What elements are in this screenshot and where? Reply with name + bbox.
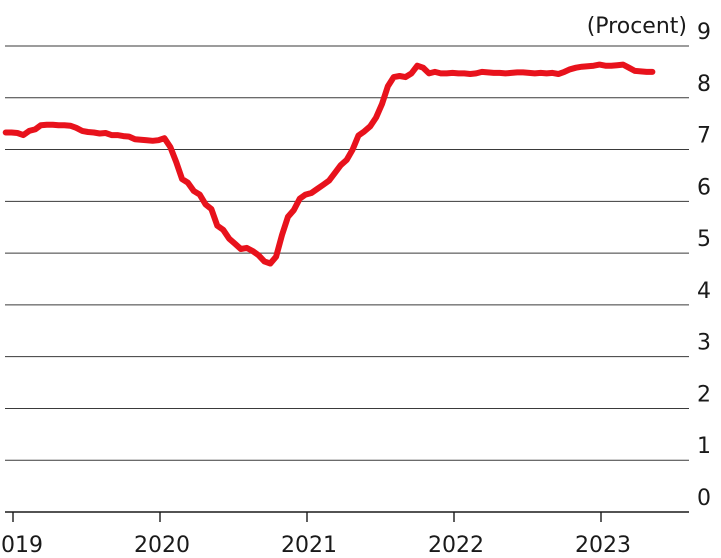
y-tick-label: 5 [697,227,711,252]
y-tick-label: 8 [697,72,711,97]
x-tick-label: 2022 [428,533,484,558]
x-tick-label: 2020 [134,533,190,558]
series-layer [2,61,656,267]
x-tick-label: 2021 [281,533,337,558]
y-tick-label: 0 [697,486,711,511]
y-tick-label: 6 [697,175,711,200]
y-tick-label: 3 [697,331,711,356]
unit-label: (Procent) [587,14,687,39]
y-tick-label: 7 [697,124,711,149]
y-tick-label: 9 [697,20,711,45]
x-tick-label: 2019 [0,533,43,558]
x-tick-label: 2023 [575,533,631,558]
y-tick-label: 4 [697,279,711,304]
gridlines [5,45,689,513]
x-axis: 2019 2020 2021 2022 2023 [0,512,631,558]
series-line [2,61,656,267]
y-tick-label: 1 [697,434,711,459]
y-axis-ticks: 0 1 2 3 4 5 6 7 8 9 [697,20,711,511]
y-tick-label: 2 [697,382,711,407]
